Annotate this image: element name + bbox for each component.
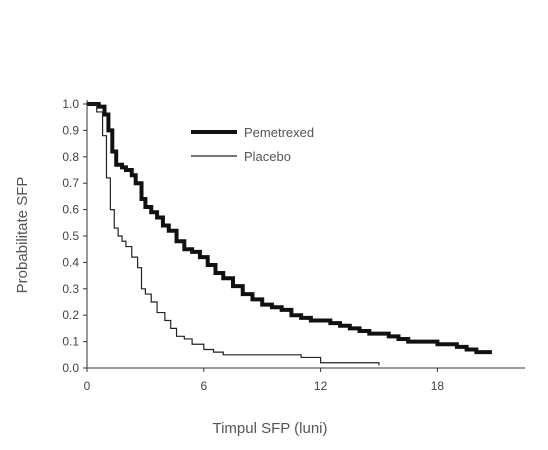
- x-tick-label: 18: [431, 379, 445, 393]
- y-tick-label: 0.0: [62, 361, 79, 375]
- axes: [86, 100, 525, 369]
- legend-label-placebo: Placebo: [244, 149, 291, 164]
- x-tick-label: 0: [84, 379, 91, 393]
- y-tick-label: 0.9: [62, 123, 79, 137]
- y-axis-title: Probabilitate SFP: [14, 177, 31, 294]
- x-tick-label: 12: [314, 379, 328, 393]
- y-tick-label: 0.5: [62, 229, 79, 243]
- series-line-placebo: [87, 103, 380, 366]
- legend-label-pemetrexed: Pemetrexed: [244, 125, 314, 140]
- y-tick-label: 0.4: [62, 255, 79, 269]
- y-tick-label: 0.3: [62, 282, 79, 296]
- y-tick-label: 1.0: [62, 97, 79, 111]
- y-tick-label: 0.7: [62, 176, 79, 190]
- series-line-pemetrexed: [87, 102, 492, 355]
- y-tick-label: 0.1: [62, 335, 79, 349]
- y-tick-label: 0.8: [62, 150, 79, 164]
- tick-marks: 0.0 0.1 0.2 0.3 0.4 0.5 0.6 0.7 0.8 0.9 1.0 0 6 12 18: [62, 97, 444, 393]
- series-lines: [87, 102, 492, 366]
- x-tick-label: 6: [200, 379, 207, 393]
- x-axis-title: Timpul SFP (luni): [212, 420, 327, 437]
- y-tick-label: 0.2: [62, 308, 79, 322]
- y-tick-label: 0.6: [62, 203, 79, 217]
- legend: Pemetrexed Placebo: [191, 125, 314, 164]
